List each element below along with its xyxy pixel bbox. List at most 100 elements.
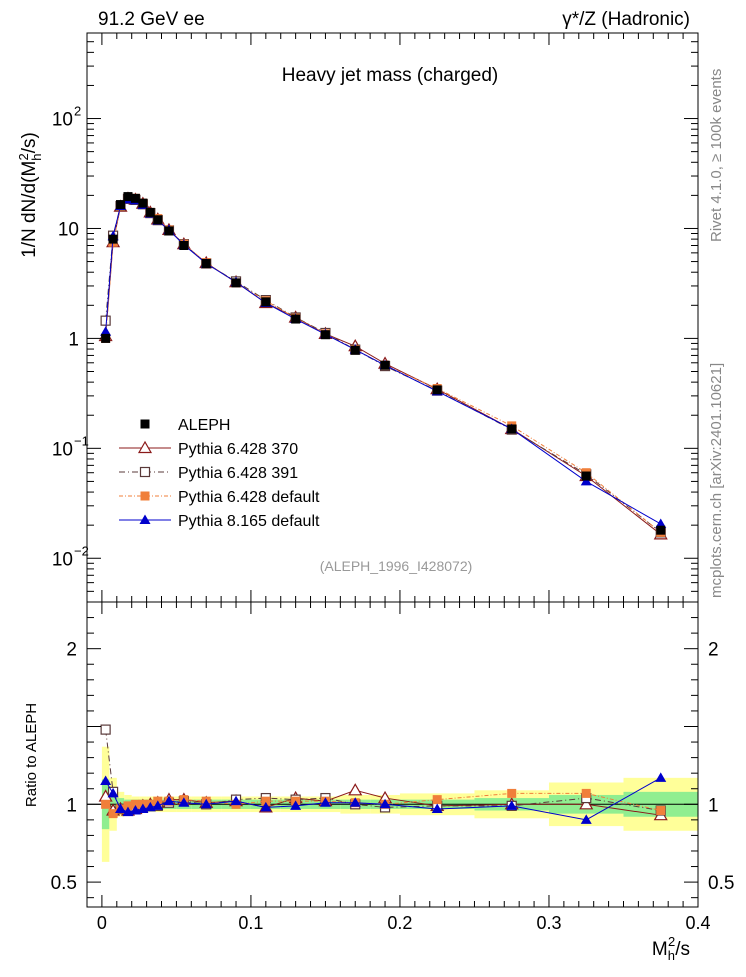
ratio-point-pydef — [261, 796, 271, 806]
y-tick-label-ratio-right: 0.5 — [708, 873, 734, 894]
ratio-point-py8 — [319, 797, 331, 807]
legend-label-pydef: Pythia 6.428 default — [178, 489, 320, 506]
legend-entry-data: ALEPH — [140, 417, 230, 434]
point-py8 — [100, 326, 112, 336]
y-axis-label-ratio: Ratio to ALEPH — [23, 703, 40, 807]
point-data — [320, 330, 330, 340]
point-data — [581, 471, 591, 481]
legend-marker-py8 — [139, 514, 151, 524]
x-tick-label: 0.3 — [536, 913, 561, 933]
legend-marker-py391 — [139, 466, 151, 478]
y-tick-label-ratio-right: 2 — [708, 640, 719, 661]
point-data — [201, 259, 211, 269]
point-data — [179, 240, 189, 250]
point-data — [261, 297, 271, 307]
ratio-point-pydef — [581, 788, 591, 798]
ratio-point-pydef — [101, 799, 111, 809]
ratio-point-py8 — [107, 787, 119, 798]
legend-entry-py391: Pythia 6.428 391 — [119, 465, 298, 482]
point-data — [108, 234, 118, 244]
ratio-point-pydef — [108, 809, 118, 819]
y-tick-label-ratio-right: 1 — [708, 795, 719, 816]
process-label: γ*/Z (Hadronic) — [562, 9, 690, 30]
ratio-point-py8 — [178, 797, 190, 807]
ratio-point-py8 — [580, 814, 592, 824]
ratio-point-py8 — [506, 800, 518, 810]
y-tick-label-main: 10 — [52, 110, 73, 131]
point-data — [145, 207, 155, 217]
ratio-point-py370 — [579, 797, 594, 810]
x-axis-label: Mh2/s — [652, 934, 690, 963]
point-data — [123, 192, 133, 202]
ratio-point-py8 — [655, 772, 667, 782]
point-data — [231, 278, 241, 288]
point-data — [432, 385, 442, 395]
point-data — [138, 198, 148, 208]
point-data — [116, 200, 126, 210]
y-axis-label-main: 1/N dN/d(Mh2/s) — [16, 132, 44, 258]
point-data — [350, 345, 360, 355]
ratio-point-pydef — [656, 806, 666, 816]
mcplots-label: mcplots.cern.ch [arXiv:2401.10621] — [708, 363, 725, 598]
point-data — [153, 215, 163, 225]
ratio-point-py8 — [100, 775, 112, 785]
ratio-point-py8 — [260, 801, 272, 812]
ratio-point-py370 — [348, 783, 363, 796]
ratio-frame — [86, 601, 699, 908]
legend-label-data: ALEPH — [178, 417, 230, 434]
legend-label-py8: Pythia 8.165 default — [178, 513, 320, 530]
legend-label-py370: Pythia 6.428 370 — [178, 441, 298, 458]
legend-label-py391: Pythia 6.428 391 — [178, 465, 298, 482]
legend-entry-pydef: Pythia 6.428 default — [119, 489, 320, 506]
ratio-point-pydef — [130, 799, 140, 809]
y-tick-label-main: 1 — [68, 329, 79, 350]
point-data — [656, 525, 666, 535]
legend-marker-pydef — [140, 491, 150, 501]
legend: ALEPH Pythia 6.428 370 Pythia 6.428 391 Pyt… — [119, 417, 320, 530]
y-tick-label-ratio: 0.5 — [51, 873, 77, 894]
legend-marker-data — [140, 419, 150, 429]
ratio-point-py8 — [115, 803, 127, 813]
ratio-point-py8 — [431, 803, 443, 813]
main-title: Heavy jet mass (charged) — [282, 65, 498, 86]
analysis-watermark: (ALEPH_1996_I428072) — [320, 558, 473, 574]
y-tick-label-main: 10 — [58, 219, 79, 240]
x-tick-label: 0.2 — [387, 913, 412, 933]
legend-entry-py370: Pythia 6.428 370 — [119, 440, 298, 458]
y-tick-label-ratio: 2 — [66, 640, 77, 661]
ratio-point-py8 — [349, 797, 361, 807]
y-tick-label-main: 10 — [52, 549, 73, 570]
y-tick-exponent: 2 — [74, 104, 81, 119]
ratio-point-pydef — [123, 801, 133, 811]
y-tick-label-main: 10 — [52, 439, 73, 460]
point-data — [507, 424, 517, 434]
x-tick-label: 0.4 — [685, 913, 710, 933]
energy-label: 91.2 GeV ee — [98, 9, 205, 30]
rivet-label: Rivet 4.1.0, ≥ 100k events — [708, 69, 725, 242]
x-tick-label: 0.1 — [238, 913, 263, 933]
ratio-point-pydef — [432, 795, 442, 805]
ratio-point-py8 — [200, 798, 212, 809]
ratio-point-py8 — [163, 795, 175, 806]
ratio-point-py8 — [230, 795, 242, 806]
ratio-point-py8 — [290, 800, 302, 810]
point-data — [291, 314, 301, 324]
point-data — [380, 360, 390, 370]
point-data — [164, 226, 174, 236]
ratio-point-py8 — [152, 800, 164, 810]
point-data — [130, 193, 140, 203]
ratio-point-py8 — [379, 798, 391, 809]
point-data — [101, 333, 111, 343]
y-tick-exponent: −1 — [74, 433, 89, 448]
legend-marker-py370 — [137, 440, 153, 454]
point-py391 — [100, 315, 111, 326]
ratio-series-py8 — [100, 772, 667, 824]
y-tick-exponent: −2 — [74, 543, 89, 558]
point-py8 — [655, 518, 667, 528]
x-tick-label: 0 — [97, 913, 107, 933]
ratio-point-py391 — [100, 724, 111, 735]
y-tick-label-ratio: 1 — [66, 795, 77, 816]
legend-entry-py8: Pythia 8.165 default — [119, 513, 320, 530]
